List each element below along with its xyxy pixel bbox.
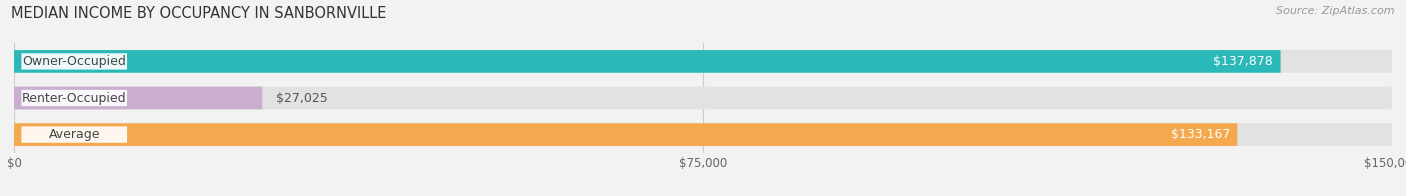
Text: $133,167: $133,167	[1171, 128, 1230, 141]
Text: MEDIAN INCOME BY OCCUPANCY IN SANBORNVILLE: MEDIAN INCOME BY OCCUPANCY IN SANBORNVIL…	[11, 6, 387, 21]
FancyBboxPatch shape	[21, 53, 127, 70]
Text: Source: ZipAtlas.com: Source: ZipAtlas.com	[1277, 6, 1395, 16]
FancyBboxPatch shape	[21, 126, 127, 143]
Text: $137,878: $137,878	[1213, 55, 1274, 68]
FancyBboxPatch shape	[14, 87, 263, 109]
Text: Renter-Occupied: Renter-Occupied	[22, 92, 127, 104]
FancyBboxPatch shape	[14, 87, 1392, 109]
Text: $27,025: $27,025	[276, 92, 328, 104]
FancyBboxPatch shape	[14, 50, 1392, 73]
FancyBboxPatch shape	[14, 123, 1237, 146]
FancyBboxPatch shape	[21, 90, 127, 106]
Text: Average: Average	[48, 128, 100, 141]
Text: Owner-Occupied: Owner-Occupied	[22, 55, 127, 68]
FancyBboxPatch shape	[14, 50, 1281, 73]
FancyBboxPatch shape	[14, 123, 1392, 146]
